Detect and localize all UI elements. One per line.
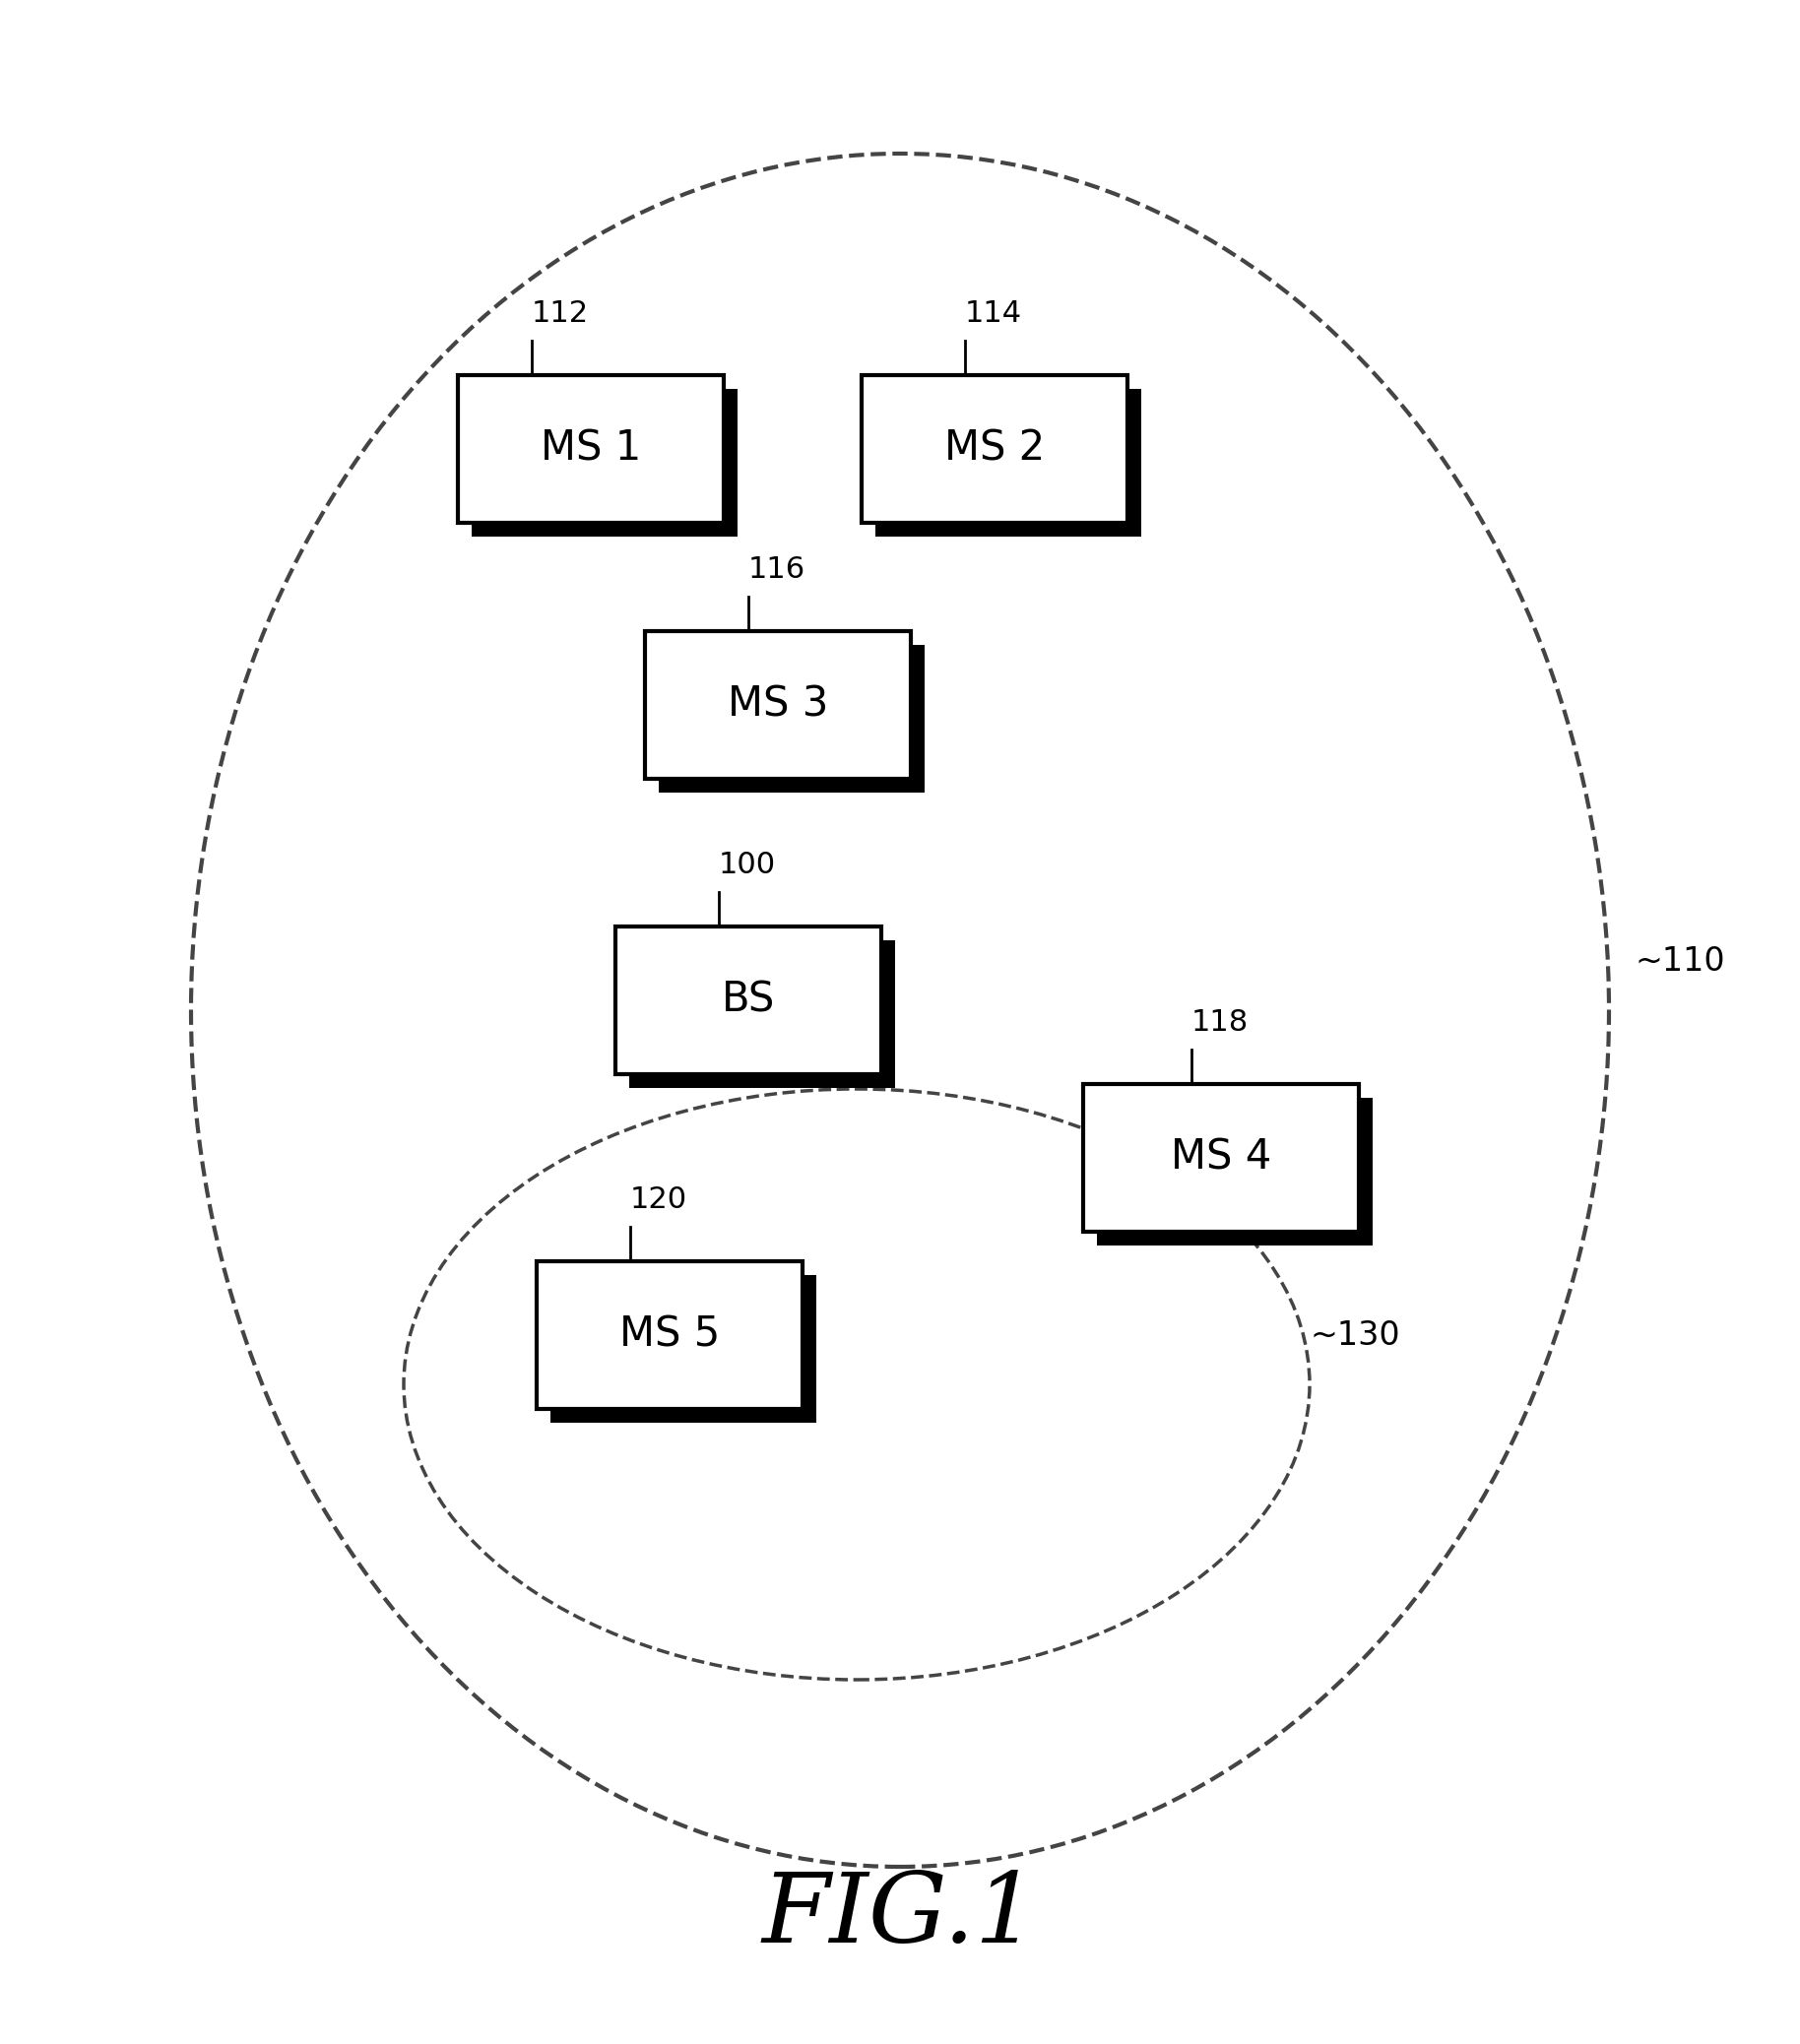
Text: 118: 118 [1192, 1008, 1249, 1036]
FancyBboxPatch shape [472, 388, 738, 538]
FancyBboxPatch shape [875, 388, 1141, 538]
FancyBboxPatch shape [630, 940, 895, 1087]
Text: MS 3: MS 3 [727, 685, 828, 726]
Text: 120: 120 [630, 1186, 688, 1214]
FancyBboxPatch shape [1084, 1083, 1359, 1233]
FancyBboxPatch shape [616, 926, 882, 1075]
Text: ~130: ~130 [1310, 1318, 1400, 1351]
Text: BS: BS [722, 979, 776, 1022]
Text: ~110: ~110 [1634, 944, 1724, 977]
Text: MS 4: MS 4 [1170, 1136, 1271, 1179]
FancyBboxPatch shape [862, 376, 1127, 523]
FancyBboxPatch shape [551, 1275, 817, 1423]
FancyBboxPatch shape [659, 646, 925, 793]
Text: MS 1: MS 1 [540, 429, 641, 470]
Text: 116: 116 [749, 556, 806, 585]
FancyBboxPatch shape [1096, 1098, 1373, 1245]
Text: FIG.1: FIG.1 [761, 1868, 1039, 1962]
Text: 114: 114 [965, 298, 1022, 327]
FancyBboxPatch shape [536, 1261, 803, 1408]
Text: 112: 112 [531, 298, 589, 327]
Text: MS 2: MS 2 [945, 429, 1044, 470]
Text: 100: 100 [718, 850, 776, 879]
FancyBboxPatch shape [644, 632, 911, 779]
FancyBboxPatch shape [457, 376, 724, 523]
Text: MS 5: MS 5 [619, 1314, 720, 1355]
